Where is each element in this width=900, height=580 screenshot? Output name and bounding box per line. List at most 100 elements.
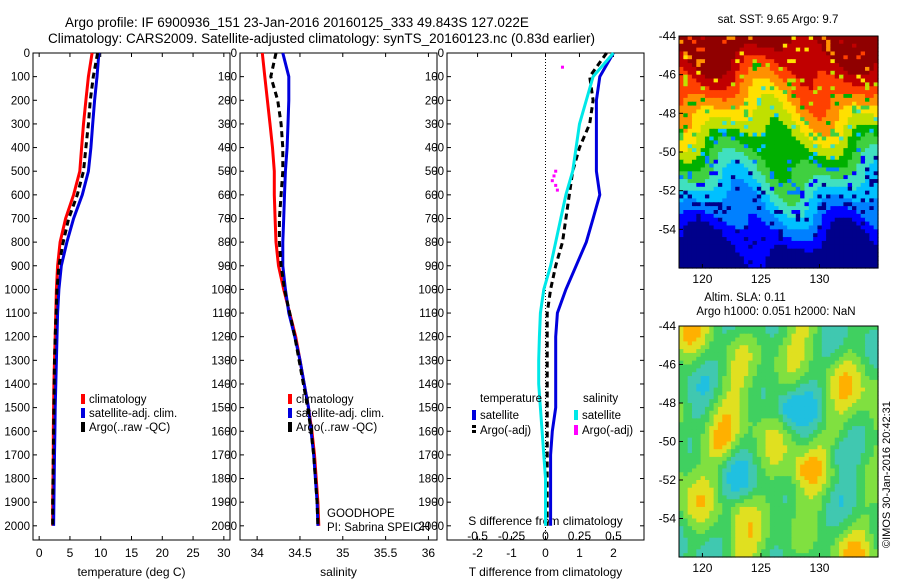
map-cell	[800, 429, 806, 435]
map-cell	[826, 464, 832, 470]
map-cell	[808, 159, 814, 165]
series-line-argo-raw-qc-	[51, 52, 100, 526]
map-cell	[730, 433, 736, 439]
map-cell	[830, 422, 836, 427]
map-cell	[778, 433, 784, 439]
map-cell	[709, 453, 715, 458]
map-cell	[839, 206, 844, 211]
map-cell	[691, 51, 697, 56]
map-cell	[765, 341, 771, 346]
map-cell	[856, 480, 862, 485]
map-cell	[735, 264, 741, 269]
map-cell	[817, 418, 823, 423]
map-cell	[687, 78, 693, 83]
map-cell	[722, 144, 728, 149]
map-cell	[826, 136, 832, 141]
map-cell	[860, 391, 866, 396]
map-cell	[860, 341, 866, 346]
y-tick-label: 900	[425, 261, 444, 273]
map-cell	[847, 256, 853, 261]
map-cell	[700, 476, 706, 481]
map-cell	[717, 337, 723, 342]
map-cell	[687, 437, 693, 443]
map-cell	[808, 410, 814, 416]
map-cell	[795, 403, 801, 408]
map-cell	[869, 109, 875, 114]
map-cell	[739, 403, 745, 408]
map-cell	[752, 414, 758, 419]
map-cell	[687, 252, 693, 257]
map-cell	[769, 132, 775, 138]
map-cell	[847, 97, 853, 103]
map-cell	[735, 109, 741, 114]
map-cell	[748, 395, 754, 400]
map-cell	[769, 210, 775, 215]
map-cell	[856, 97, 862, 103]
map-cell	[830, 194, 836, 199]
map-cell	[761, 391, 767, 396]
map-cell	[860, 372, 866, 377]
map-cell	[696, 94, 702, 99]
map-cell	[704, 78, 710, 83]
map-cell	[679, 248, 684, 254]
map-cell	[713, 47, 719, 53]
map-cell	[808, 248, 814, 254]
map-cell	[860, 136, 866, 141]
map-cell	[800, 39, 806, 45]
map-cell	[821, 483, 827, 489]
map-cell	[700, 101, 706, 107]
map-cell	[735, 410, 741, 416]
map-cell	[774, 399, 780, 404]
map-cell	[704, 55, 710, 60]
map-cell	[821, 43, 827, 49]
map-cell	[795, 445, 801, 450]
y-tick-label: 1100	[419, 308, 444, 320]
map-cell	[752, 225, 758, 230]
map-cell	[791, 171, 797, 176]
map-cell	[756, 221, 762, 227]
map-cell	[761, 97, 767, 103]
map-cell	[709, 43, 715, 49]
map-cell	[691, 55, 697, 60]
map-cell	[852, 101, 857, 107]
map-cell	[704, 433, 710, 439]
map-cell	[847, 217, 853, 223]
map-cell	[752, 433, 758, 439]
map-cell	[679, 159, 684, 165]
map-cell	[726, 399, 732, 404]
map-cell	[717, 206, 723, 211]
map-cell	[873, 264, 879, 269]
map-cell	[839, 124, 844, 130]
map-cell	[787, 233, 793, 238]
map-cell	[808, 47, 814, 53]
map-cell	[756, 90, 762, 95]
map-cell	[735, 128, 741, 134]
map-cell	[735, 210, 741, 215]
map-cell	[778, 329, 784, 335]
map-cell	[852, 418, 857, 423]
map-cell	[700, 429, 706, 435]
map-cell	[717, 233, 723, 238]
map-cell	[735, 132, 741, 138]
map-cell	[765, 63, 771, 68]
map-cell	[791, 155, 797, 161]
map-cell	[743, 476, 749, 481]
map-cell	[869, 163, 875, 169]
map-cell	[795, 159, 801, 165]
map-cell	[843, 121, 849, 126]
map-cell	[730, 117, 736, 122]
map-cell	[865, 464, 870, 470]
map-cell	[752, 43, 758, 49]
map-cell	[679, 117, 684, 122]
map-cell	[769, 51, 775, 56]
map-cell	[847, 198, 853, 203]
map-cell	[683, 148, 689, 153]
map-cell	[765, 51, 771, 56]
map-cell	[683, 43, 689, 49]
map-cell	[826, 202, 832, 207]
map-cell	[726, 175, 732, 180]
map-cell	[730, 387, 736, 393]
map-cell	[821, 55, 827, 60]
map-cell	[865, 449, 870, 454]
map-cell	[834, 391, 840, 396]
